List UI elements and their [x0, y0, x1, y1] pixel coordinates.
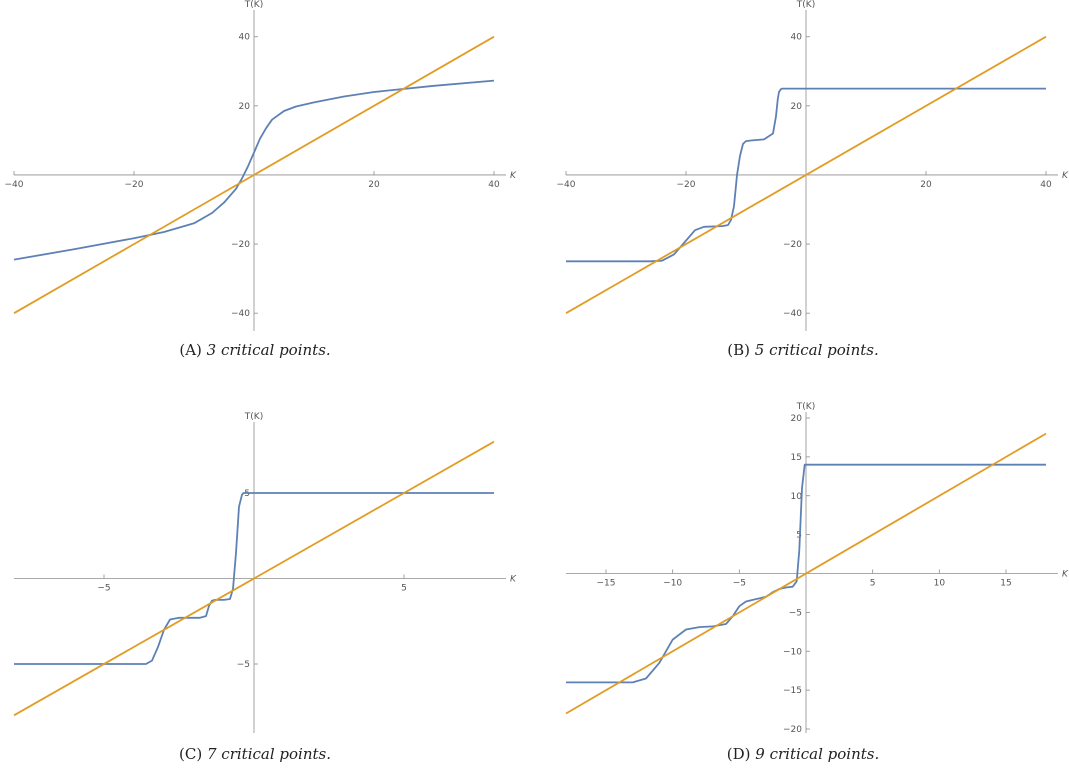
- x-tick-label-a: 40: [488, 180, 500, 190]
- y-tick-label-c: 5: [244, 489, 250, 499]
- x-tick-label-d: 5: [870, 579, 876, 589]
- series-tk-b: [566, 87, 1046, 263]
- x-axis-label-b: K: [1062, 171, 1069, 181]
- y-tick-label-a: −20: [231, 240, 250, 250]
- y-tick-label-a: 20: [239, 102, 251, 112]
- x-tick-label-d: −5: [733, 579, 746, 589]
- x-axis-label-d: K: [1062, 570, 1069, 580]
- y-axis-label-d: T(K): [796, 402, 815, 412]
- y-tick-label-d: −5: [789, 608, 802, 618]
- x-axis-label-c: K: [510, 575, 517, 585]
- x-tick-label-d: 10: [934, 579, 946, 589]
- series-tk-a: [13, 79, 495, 261]
- series-identity-a: [13, 35, 495, 314]
- x-axis-label-a: K: [510, 171, 517, 181]
- caption-d-label: (D): [726, 745, 751, 763]
- caption-c-text: 7 critical points.: [206, 745, 331, 763]
- x-tick-label-b: 40: [1040, 180, 1052, 190]
- x-tick-label-b: 20: [920, 180, 932, 190]
- y-tick-label-d: 10: [791, 492, 803, 502]
- y-tick-label-b: −40: [783, 309, 802, 319]
- y-tick-label-a: 40: [239, 33, 251, 43]
- y-tick-label-b: −20: [783, 240, 802, 250]
- series-identity-c: [13, 440, 495, 717]
- series-identity-b: [565, 35, 1047, 314]
- x-tick-label-a: −40: [5, 180, 24, 190]
- caption-c-label: (C): [179, 745, 203, 763]
- y-tick-label-c: −5: [237, 660, 250, 670]
- y-tick-label-a: −40: [231, 309, 250, 319]
- x-tick-label-d: −10: [663, 579, 682, 589]
- caption-c: (C) 7 critical points.: [179, 745, 331, 763]
- y-axis-label-c: T(K): [244, 412, 263, 422]
- y-tick-label-d: −10: [783, 647, 802, 657]
- y-tick-label-b: 40: [791, 33, 803, 43]
- caption-d-text: 9 critical points.: [755, 745, 880, 763]
- x-tick-label-b: −40: [557, 180, 576, 190]
- x-tick-label-d: 15: [1000, 579, 1011, 589]
- y-tick-label-d: 20: [791, 414, 803, 424]
- caption-b-text: 5 critical points.: [754, 341, 879, 359]
- caption-b: (B) 5 critical points.: [727, 341, 879, 359]
- y-tick-label-b: 20: [791, 102, 803, 112]
- caption-a-text: 3 critical points.: [206, 341, 331, 359]
- caption-b-label: (B): [727, 341, 750, 359]
- x-tick-label-b: −20: [677, 180, 696, 190]
- x-tick-label-a: 20: [368, 180, 380, 190]
- x-tick-label-d: −15: [597, 579, 616, 589]
- caption-a-label: (A): [179, 341, 202, 359]
- caption-a: (A) 3 critical points.: [179, 341, 330, 359]
- caption-d: (D) 9 critical points.: [727, 745, 880, 763]
- y-axis-label-b: T(K): [796, 0, 815, 10]
- series-identity-d: [565, 432, 1047, 715]
- series-tk-c: [14, 492, 494, 665]
- series-tk-d: [566, 463, 1046, 684]
- x-tick-label-c: −5: [97, 584, 110, 594]
- y-axis-label-a: T(K): [244, 0, 263, 10]
- x-tick-label-c: 5: [401, 584, 407, 594]
- x-tick-label-a: −20: [125, 180, 144, 190]
- y-tick-label-d: −15: [783, 686, 802, 696]
- y-tick-label-d: 15: [791, 453, 802, 463]
- y-tick-label-d: −20: [783, 725, 802, 735]
